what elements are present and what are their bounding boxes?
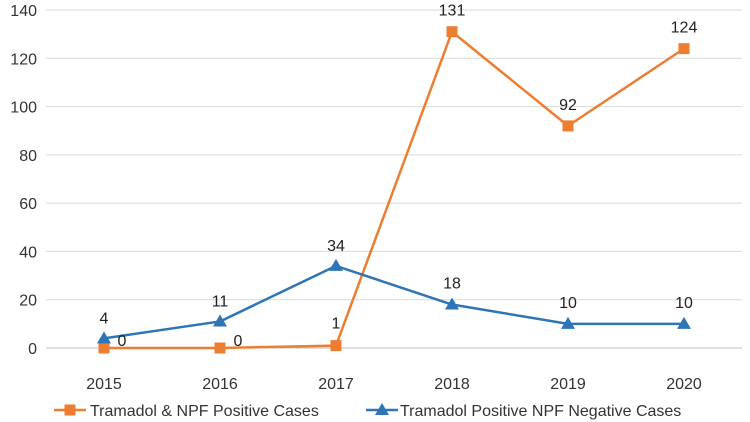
data-label: 4	[100, 310, 109, 327]
y-tick-label: 80	[19, 148, 37, 165]
series-line	[103, 264, 684, 340]
y-tick-label: 120	[10, 51, 37, 68]
legend-marker	[64, 404, 76, 416]
data-point-marker	[213, 314, 227, 327]
gridlines	[46, 9, 742, 349]
data-label: 0	[118, 333, 127, 350]
y-tick-label: 40	[19, 244, 37, 261]
data-point-marker	[329, 258, 343, 271]
data-point-marker	[214, 342, 226, 354]
data-label: 10	[675, 295, 693, 312]
y-tick-label: 100	[10, 100, 37, 117]
data-point-marker	[561, 316, 575, 329]
y-axis-tick-labels: 0 20 40 60 80 100 120 140	[10, 3, 37, 358]
data-label: 18	[443, 276, 461, 293]
x-tick-label: 2016	[202, 376, 238, 393]
legend-label: Tramadol & NPF Positive Cases	[90, 403, 319, 420]
y-tick-label: 60	[19, 196, 37, 213]
data-label: 34	[327, 238, 345, 255]
data-label: 131	[439, 3, 466, 20]
data-point-marker	[445, 297, 459, 310]
data-labels: 0 0 1 131 92 124 4 11 34 18 10 10	[100, 3, 698, 350]
series-1	[97, 258, 691, 344]
data-label: 0	[234, 333, 243, 350]
series-0	[98, 26, 690, 354]
x-tick-label: 2019	[550, 376, 586, 393]
data-label: 11	[212, 293, 229, 310]
x-tick-label: 2015	[86, 376, 122, 393]
legend: Tramadol & NPF Positive Cases Tramadol Po…	[54, 403, 681, 420]
y-tick-label: 140	[10, 3, 37, 20]
x-tick-label: 2018	[434, 376, 470, 393]
series-group	[97, 26, 691, 354]
data-point-marker	[446, 26, 458, 38]
legend-marker	[375, 403, 389, 415]
legend-item-0: Tramadol & NPF Positive Cases	[54, 403, 319, 420]
data-point-marker	[562, 120, 574, 132]
data-point-marker	[97, 331, 111, 344]
data-point-marker	[330, 340, 342, 352]
data-label: 124	[671, 20, 698, 37]
data-point-marker	[677, 316, 691, 329]
legend-item-1: Tramadol Positive NPF Negative Cases	[366, 403, 681, 420]
y-tick-label: 20	[19, 293, 37, 310]
x-tick-label: 2020	[666, 376, 702, 393]
data-label: 10	[559, 295, 577, 312]
data-label: 92	[559, 97, 577, 114]
x-axis-tick-labels: 2015 2016 2017 2018 2019 2020	[86, 376, 702, 393]
data-point-marker	[98, 342, 110, 354]
data-point-marker	[678, 43, 690, 55]
data-label: 1	[332, 316, 341, 333]
legend-label: Tramadol Positive NPF Negative Cases	[400, 403, 681, 420]
y-tick-label: 0	[28, 341, 37, 358]
x-tick-label: 2017	[318, 376, 354, 393]
series-line	[104, 30, 685, 350]
